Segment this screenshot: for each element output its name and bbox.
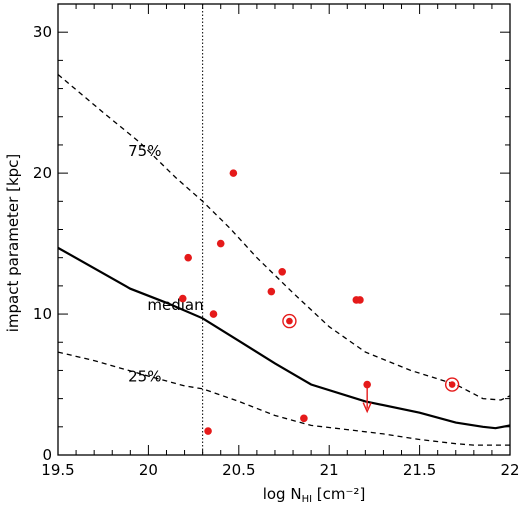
axes: 19.5 20 20.5 21 21.5 22 0 10 20 30	[33, 3, 520, 479]
curve-1	[58, 74, 510, 401]
plot-area: median 75% 25%	[58, 4, 510, 455]
curve-label-0: median	[147, 296, 203, 314]
data-point-13	[204, 427, 212, 435]
y-tick-label-1: 10	[33, 305, 52, 323]
data-point-5	[278, 267, 286, 276]
data-point-9	[356, 296, 364, 304]
curve-2	[58, 351, 510, 446]
data-point-3	[178, 294, 187, 303]
y-tick-label-0: 0	[42, 446, 52, 464]
y-tick-label-3: 30	[33, 23, 52, 41]
data-point-11	[448, 381, 456, 388]
data-point-4	[209, 310, 218, 318]
x-tick-label-2: 20.5	[222, 461, 255, 479]
curve-0	[58, 246, 510, 430]
data-point-ring-11	[444, 377, 460, 392]
plot-content	[58, 4, 510, 455]
data-point-2	[216, 239, 225, 248]
x-tick-label-0: 19.5	[41, 461, 74, 479]
x-tick-label-4: 21.5	[403, 461, 436, 479]
plot-frame	[57, 3, 511, 456]
data-point-6	[267, 287, 276, 296]
data-point-1	[184, 253, 192, 262]
data-point-12	[300, 414, 308, 423]
curve-label-2: 25%	[128, 368, 161, 386]
x-axis-title: log NHI [cm⁻²]	[263, 485, 366, 505]
data-point-ring-7	[282, 313, 297, 329]
data-point-7	[286, 317, 293, 325]
y-tick-label-2: 20	[33, 164, 52, 182]
data-point-0	[229, 169, 238, 177]
x-tick-label-5: 22	[500, 461, 519, 479]
x-tick-label-3: 21	[320, 461, 339, 479]
y-axis-title: impact parameter [kpc]	[4, 154, 22, 333]
curve-label-1: 75%	[128, 142, 161, 160]
x-tick-label-1: 20	[139, 461, 158, 479]
upper-limit-arrow-head-10	[362, 402, 372, 414]
